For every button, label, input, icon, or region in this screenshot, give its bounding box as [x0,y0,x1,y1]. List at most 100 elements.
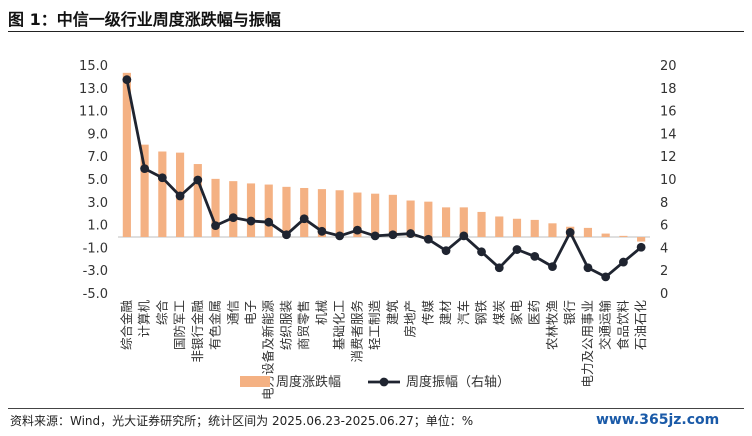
amplitude-point [423,234,433,244]
y-right-tick-label: 20 [660,59,677,74]
y-right-tick-label: 16 [660,105,677,120]
bar-weekly-change [193,164,202,237]
x-category-label: 食品饮料 [615,300,630,351]
x-category-label: 家电 [509,300,524,326]
x-category-label: 建筑 [385,300,400,326]
bar-weekly-change [264,184,273,237]
bar-weekly-change [229,181,238,237]
amplitude-point [122,75,132,85]
amplitude-point [512,245,522,254]
x-category-label: 机械 [314,300,329,326]
x-category-label: 农林牧渔 [544,300,559,350]
bar-weekly-change [335,190,344,237]
watermark: www.365jz.com [596,412,720,428]
bar-weekly-change [459,207,468,237]
amplitude-point [477,247,486,257]
bar-weekly-change [637,237,646,242]
y-right-tick-label: 14 [660,127,677,142]
x-category-label: 计算机 [137,300,152,338]
y-right-tick-label: 8 [660,196,668,211]
amplitude-point [335,231,345,241]
x-category-label: 电子 [243,300,258,325]
y-left-tick-label: -1.0 [83,241,108,256]
amplitude-point [388,230,398,240]
amplitude-point [157,173,167,183]
x-category-label: 消费者服务 [349,300,364,363]
amplitude-point [459,231,469,241]
x-category-label: 传媒 [420,300,435,326]
amplitude-point [299,214,309,224]
y-left-tick-label: 1.0 [87,219,108,234]
title-divider [8,31,744,32]
bar-weekly-change [477,211,486,237]
x-category-label: 石油石化 [633,300,648,351]
x-category-label: 医药 [527,300,542,325]
y-left-tick-label: 3.0 [87,196,108,211]
x-category-label: 商贸零售 [296,300,311,350]
amplitude-point [228,213,238,223]
amplitude-point [441,246,451,256]
x-category-label: 银行 [562,300,577,325]
y-left-tick-label: 15.0 [79,59,108,74]
bar-weekly-change [140,144,149,237]
bar-weekly-change [530,219,539,237]
x-category-label: 通信 [225,300,240,325]
y-left-tick-label: 13.0 [79,82,108,97]
amplitude-point [530,251,540,261]
bar-weekly-change [371,193,380,237]
amplitude-point [565,228,575,237]
bar-weekly-change [512,218,522,237]
amplitude-point [193,175,203,185]
legend-bar-swatch [240,376,270,387]
x-category-label: 基础化工 [332,300,347,350]
bar-weekly-change [388,194,397,237]
y-left-tick-label: -5.0 [83,287,108,302]
amplitude-point [601,272,611,282]
x-category-label: 汽车 [456,300,471,325]
amplitude-point [619,257,628,267]
y-left-tick-label: 5.0 [87,173,108,188]
y-right-tick-label: 6 [660,219,668,234]
bar-weekly-change [548,223,557,237]
legend-line-marker [379,377,389,387]
amplitude-point [636,242,646,252]
bar-weekly-change [619,235,628,237]
bar-weekly-change [441,207,451,237]
y-left-tick-label: 7.0 [87,150,108,165]
x-category-label: 综合 [154,300,169,326]
bar-weekly-change [158,151,167,237]
bar-weekly-change [353,192,362,237]
x-category-label: 建材 [438,300,453,325]
x-category-label: 钢铁 [474,300,489,326]
y-right-tick-label: 18 [660,82,677,97]
y-right-tick-label: 0 [660,287,668,302]
x-category-label: 纺织服装 [278,300,293,350]
amplitude-point [406,229,415,238]
y-left-tick-label: -3.0 [83,264,108,279]
y-right-tick-label: 12 [660,150,677,165]
x-category-label: 煤炭 [491,300,506,325]
bar-weekly-change [122,72,131,237]
y-right-tick-label: 10 [660,173,677,188]
footer-divider [8,408,744,409]
amplitude-line [125,79,642,279]
bar-weekly-change [211,178,220,237]
x-category-label: 电力设备及新能源 [261,300,276,401]
x-category-label: 交通运输 [598,300,613,351]
amplitude-point [264,217,274,227]
bar-weekly-change [282,186,291,237]
y-left-tick-label: 11.0 [79,105,108,120]
x-category-label: 有色金属 [208,300,223,350]
amplitude-point [548,262,557,272]
amplitude-point [282,230,291,240]
amplitude-point [175,191,185,201]
amplitude-point [583,263,593,273]
amplitude-point [317,226,327,236]
x-category-label: 房地产 [403,300,418,338]
amplitude-point [353,225,362,235]
amplitude-point [494,263,504,273]
x-category-label: 国防军工 [172,300,187,350]
bar-weekly-change [300,187,309,237]
bar-weekly-change [317,189,327,237]
